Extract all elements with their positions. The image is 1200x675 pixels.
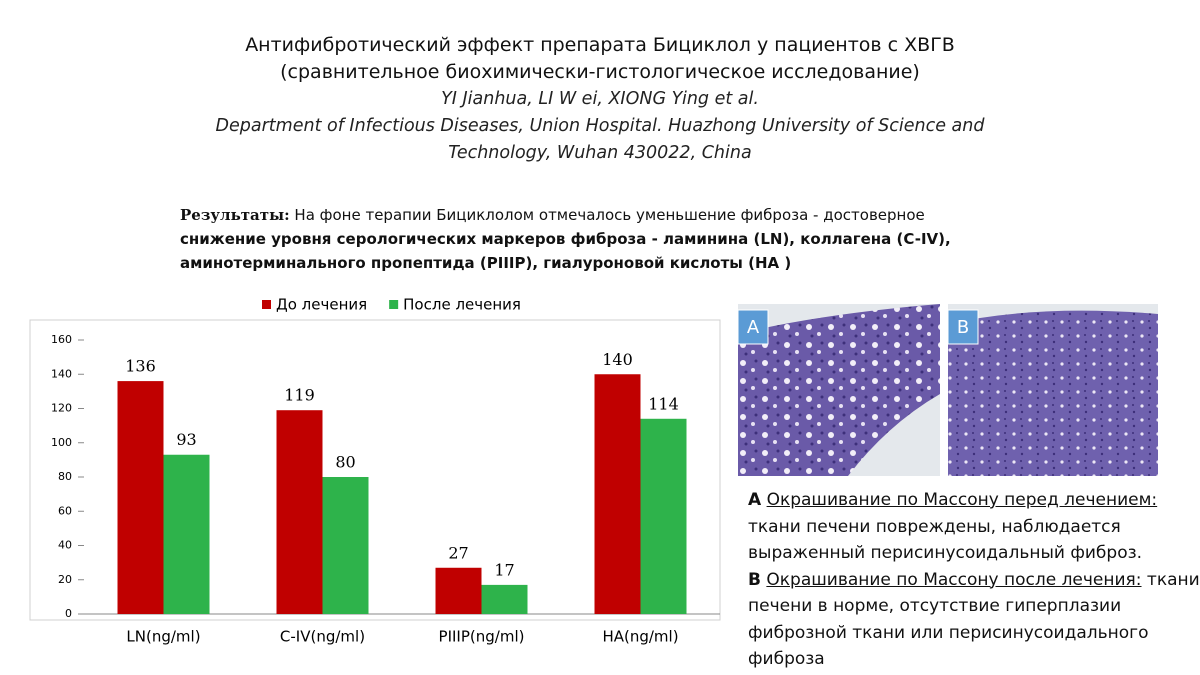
results-text: На фоне терапии Бициклолом отмечалось ум… (294, 206, 925, 224)
x-tick-label: C-IV(ng/ml) (280, 628, 365, 646)
caption-heading: Окрашивание по Массону перед лечением: (766, 490, 1158, 510)
header: Антифибротический эффект препарата Бицик… (150, 32, 1050, 167)
value-label: 136 (125, 357, 156, 376)
caption-heading: Окрашивание по Массону после лечения: (766, 569, 1142, 590)
caption: A Окрашивание по Массону перед лечением:… (748, 487, 1200, 567)
y-tick-label: 60 (58, 504, 72, 517)
y-tick-label: 120 (51, 402, 72, 415)
legend-swatch (262, 300, 271, 309)
legend-label: После лечения (403, 296, 521, 314)
x-tick-label: PIIIP(ng/ml) (439, 628, 525, 646)
y-tick-label: 160 (51, 333, 72, 346)
bar (435, 567, 482, 614)
bar (117, 381, 164, 614)
x-tick-label: LN(ng/ml) (126, 628, 200, 646)
panel-box (738, 309, 769, 345)
bar (481, 584, 528, 614)
panel-box (947, 309, 979, 345)
legend-label: До лечения (276, 296, 367, 314)
captions: A Окрашивание по Массону перед лечением:… (748, 487, 1200, 673)
authors: YI Jianhua, LI W ei, XIONG Ying et al. (441, 89, 759, 109)
bar (322, 477, 369, 614)
legend-swatch (389, 300, 399, 309)
y-tick-label: 40 (58, 539, 72, 552)
value-label: 80 (335, 453, 355, 472)
caption-text: ткани печени в норме, отсутствие гиперпл… (748, 569, 1200, 670)
title-line: (сравнительное биохимически-гистологичес… (280, 61, 920, 83)
bar (640, 418, 687, 614)
panel-label: B (957, 317, 969, 338)
panel-label: A (747, 317, 760, 338)
image-b (948, 310, 1158, 476)
results-bold: снижение уровня серологических маркеров … (180, 230, 951, 272)
caption-letter: A (748, 490, 762, 510)
chart-frame (29, 319, 721, 621)
y-tick-label: 20 (58, 573, 72, 586)
value-label: 93 (176, 430, 196, 449)
results-label: Результаты: (180, 206, 290, 224)
micrographs: A B (738, 304, 1158, 476)
affiliation: Department of Infectious Diseases, Union… (215, 116, 985, 163)
caption-letter: B (748, 569, 761, 590)
bar (163, 454, 210, 614)
caption: B Окрашивание по Массону после лечения: … (748, 567, 1200, 673)
y-tick-label: 80 (58, 470, 72, 483)
value-label: 114 (648, 394, 679, 413)
results: Результаты: На фоне терапии Бициклолом о… (180, 203, 1000, 275)
y-tick-label: 100 (51, 436, 72, 449)
bar (276, 410, 323, 614)
value-label: 27 (448, 543, 468, 562)
x-tick-label: HA(ng/ml) (602, 628, 678, 646)
bar (594, 374, 641, 614)
caption-text: ткани печени повреждены, наблюдается выр… (748, 516, 1143, 564)
value-label: 17 (494, 560, 514, 579)
image-a (738, 304, 940, 476)
title-line: Антифибротический эффект препарата Бицик… (245, 34, 955, 56)
value-label: 140 (602, 350, 633, 369)
chart: 0 20 40 60 80 100 120 140 160 До лечения После леч… (29, 296, 721, 646)
y-tick-label: 140 (51, 367, 72, 380)
value-label: 119 (284, 386, 315, 405)
y-tick-label: 0 (65, 607, 72, 620)
